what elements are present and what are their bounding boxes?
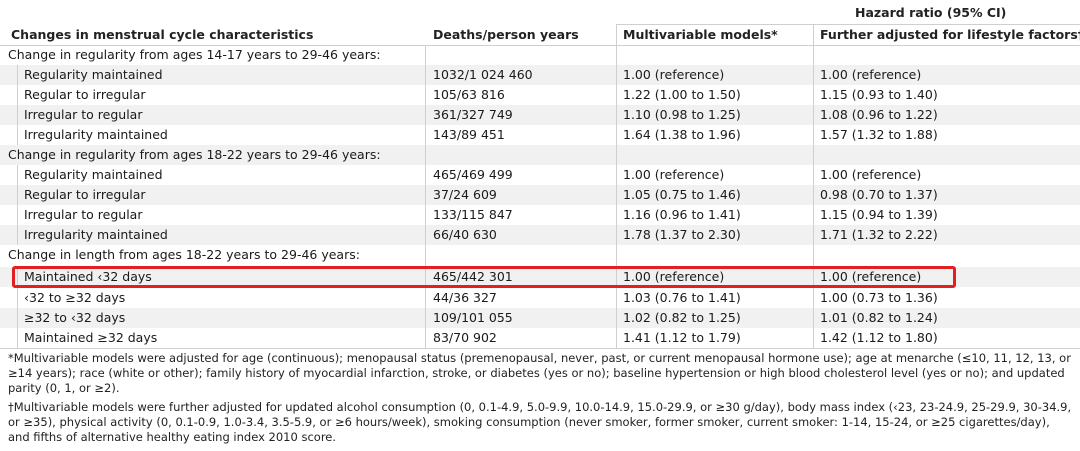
section-header-row: Change in regularity from ages 14-17 yea…	[0, 45, 1080, 65]
deaths-value: 143/89 451	[433, 127, 505, 142]
multivariable-value: 1.22 (1.00 to 1.50)	[623, 87, 741, 102]
multivariable-value: 1.64 (1.38 to 1.96)	[623, 127, 741, 142]
adjusted-value: 1.01 (0.82 to 1.24)	[820, 310, 938, 325]
multivariable-value: 1.00 (reference)	[623, 167, 725, 182]
section-title: Change in regularity from ages 14-17 yea…	[8, 47, 381, 62]
row-label: Regular to irregular	[24, 187, 146, 202]
multivariable-value: 1.03 (0.76 to 1.41)	[623, 290, 741, 305]
adjusted-value: 1.00 (0.73 to 1.36)	[820, 290, 938, 305]
table-row: Irregular to regular 361/327 749 1.10 (0…	[0, 105, 1080, 125]
multivariable-value: 1.00 (reference)	[623, 67, 725, 82]
row-label: Irregularity maintained	[24, 227, 168, 242]
col-header-adjusted: Further adjusted for lifestyle factors†	[820, 27, 1080, 42]
col-header-characteristics: Changes in menstrual cycle characteristi…	[11, 27, 314, 42]
table-row: ≥32 to ‹32 days 109/101 055 1.02 (0.82 t…	[0, 308, 1080, 328]
table-bottom-rule	[0, 348, 1080, 349]
deaths-value: 465/442 301	[433, 269, 513, 284]
deaths-value: 37/24 609	[433, 187, 497, 202]
section-title: Change in length from ages 18-22 years t…	[8, 247, 360, 262]
deaths-value: 133/115 847	[433, 207, 513, 222]
deaths-value: 105/63 816	[433, 87, 505, 102]
table-row: Maintained ≥32 days 83/70 902 1.41 (1.12…	[0, 328, 1080, 348]
column-rule	[813, 25, 814, 348]
table-row: Irregular to regular 133/115 847 1.16 (0…	[0, 205, 1080, 225]
row-label: ‹32 to ≥32 days	[24, 290, 126, 305]
table-row: Irregularity maintained 143/89 451 1.64 …	[0, 125, 1080, 145]
header-group-rule	[616, 24, 1080, 25]
multivariable-value: 1.78 (1.37 to 2.30)	[623, 227, 741, 242]
table-row: Irregularity maintained 66/40 630 1.78 (…	[0, 225, 1080, 245]
table-row: Regularity maintained 465/469 499 1.00 (…	[0, 165, 1080, 185]
deaths-value: 66/40 630	[433, 227, 497, 242]
row-label: ≥32 to ‹32 days	[24, 310, 126, 325]
row-label: Maintained ≥32 days	[24, 330, 158, 345]
multivariable-value: 1.16 (0.96 to 1.41)	[623, 207, 741, 222]
deaths-value: 1032/1 024 460	[433, 67, 533, 82]
indent-rule	[17, 267, 18, 348]
table-row: Regular to irregular 105/63 816 1.22 (1.…	[0, 85, 1080, 105]
table-row: ‹32 to ≥32 days 44/36 327 1.03 (0.76 to …	[0, 288, 1080, 308]
adjusted-value: 1.00 (reference)	[820, 67, 922, 82]
footnote-lifestyle: †Multivariable models were further adjus…	[8, 400, 1072, 444]
highlight-box	[12, 266, 956, 288]
row-label: Regularity maintained	[24, 67, 163, 82]
row-label: Irregular to regular	[24, 107, 143, 122]
adjusted-value: 1.08 (0.96 to 1.22)	[820, 107, 938, 122]
table-row: Regularity maintained 1032/1 024 460 1.0…	[0, 65, 1080, 85]
adjusted-value: 1.00 (reference)	[820, 269, 922, 284]
indent-rule	[17, 65, 18, 145]
table-row-highlighted: Maintained ‹32 days 465/442 301 1.00 (re…	[0, 267, 1080, 287]
header-bottom-rule	[0, 45, 1080, 46]
multivariable-value: 1.10 (0.98 to 1.25)	[623, 107, 741, 122]
indent-rule	[17, 165, 18, 245]
section-header-row: Change in length from ages 18-22 years t…	[0, 245, 1080, 265]
footnote-multivariable: *Multivariable models were adjusted for …	[8, 351, 1071, 395]
row-label: Irregularity maintained	[24, 127, 168, 142]
section-header-row: Change in regularity from ages 18-22 yea…	[0, 145, 1080, 165]
row-label: Irregular to regular	[24, 207, 143, 222]
column-rule	[616, 25, 617, 348]
multivariable-value: 1.05 (0.75 to 1.46)	[623, 187, 741, 202]
deaths-value: 44/36 327	[433, 290, 497, 305]
section-title: Change in regularity from ages 18-22 yea…	[8, 147, 381, 162]
multivariable-value: 1.02 (0.82 to 1.25)	[623, 310, 741, 325]
deaths-value: 361/327 749	[433, 107, 513, 122]
multivariable-value: 1.41 (1.12 to 1.79)	[623, 330, 741, 345]
column-rule	[425, 45, 426, 348]
col-header-deaths: Deaths/person years	[433, 27, 579, 42]
adjusted-value: 1.42 (1.12 to 1.80)	[820, 330, 938, 345]
row-label: Regularity maintained	[24, 167, 163, 182]
adjusted-value: 1.15 (0.94 to 1.39)	[820, 207, 938, 222]
adjusted-value: 1.71 (1.32 to 2.22)	[820, 227, 938, 242]
deaths-value: 465/469 499	[433, 167, 513, 182]
col-header-multivariable: Multivariable models*	[623, 27, 778, 42]
row-label: Regular to irregular	[24, 87, 146, 102]
table-row: Regular to irregular 37/24 609 1.05 (0.7…	[0, 185, 1080, 205]
row-label: Maintained ‹32 days	[24, 269, 152, 284]
deaths-value: 109/101 055	[433, 310, 513, 325]
adjusted-value: 1.00 (reference)	[820, 167, 922, 182]
adjusted-value: 1.15 (0.93 to 1.40)	[820, 87, 938, 102]
deaths-value: 83/70 902	[433, 330, 497, 345]
multivariable-value: 1.00 (reference)	[623, 269, 725, 284]
adjusted-value: 1.57 (1.32 to 1.88)	[820, 127, 938, 142]
adjusted-value: 0.98 (0.70 to 1.37)	[820, 187, 938, 202]
hazard-ratio-group-header: Hazard ratio (95% CI)	[855, 5, 1007, 20]
